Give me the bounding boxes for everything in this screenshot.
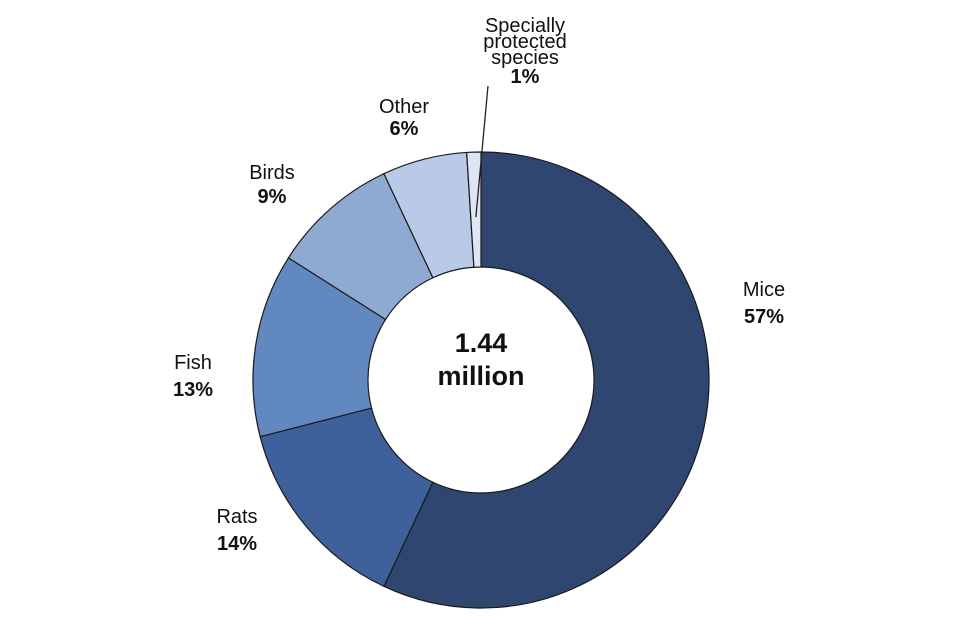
slice-label-other: Other [379, 96, 429, 118]
slice-value-specially-protected-species: 1% [511, 66, 540, 88]
slice-value-fish: 13% [173, 379, 213, 401]
center-label: 1.44 million [438, 328, 525, 391]
slice-label-mice: Mice [743, 279, 785, 301]
slice-value-other: 6% [390, 118, 419, 140]
slice-value-rats: 14% [217, 533, 257, 555]
slice-label-fish: Fish [174, 352, 212, 374]
slice-mice [383, 151, 710, 609]
center-total-unit: million [438, 361, 525, 391]
slice-label-specially-protected-species-line-3: species [491, 47, 559, 69]
center-total-value: 1.44 [455, 328, 508, 358]
slice-value-birds: 9% [258, 186, 287, 208]
slice-label-rats: Rats [216, 506, 257, 528]
slice-specially-protected-species [466, 151, 482, 268]
slice-label-specially-protected-species-line-2: protected [483, 31, 566, 53]
leader-line-specially-protected-species [475, 85, 489, 218]
donut-slices [252, 151, 710, 609]
slice-label-birds: Birds [249, 162, 295, 184]
slice-label-specially-protected-species-line-1: Specially [485, 15, 565, 37]
slice-value-mice: 57% [744, 306, 784, 328]
